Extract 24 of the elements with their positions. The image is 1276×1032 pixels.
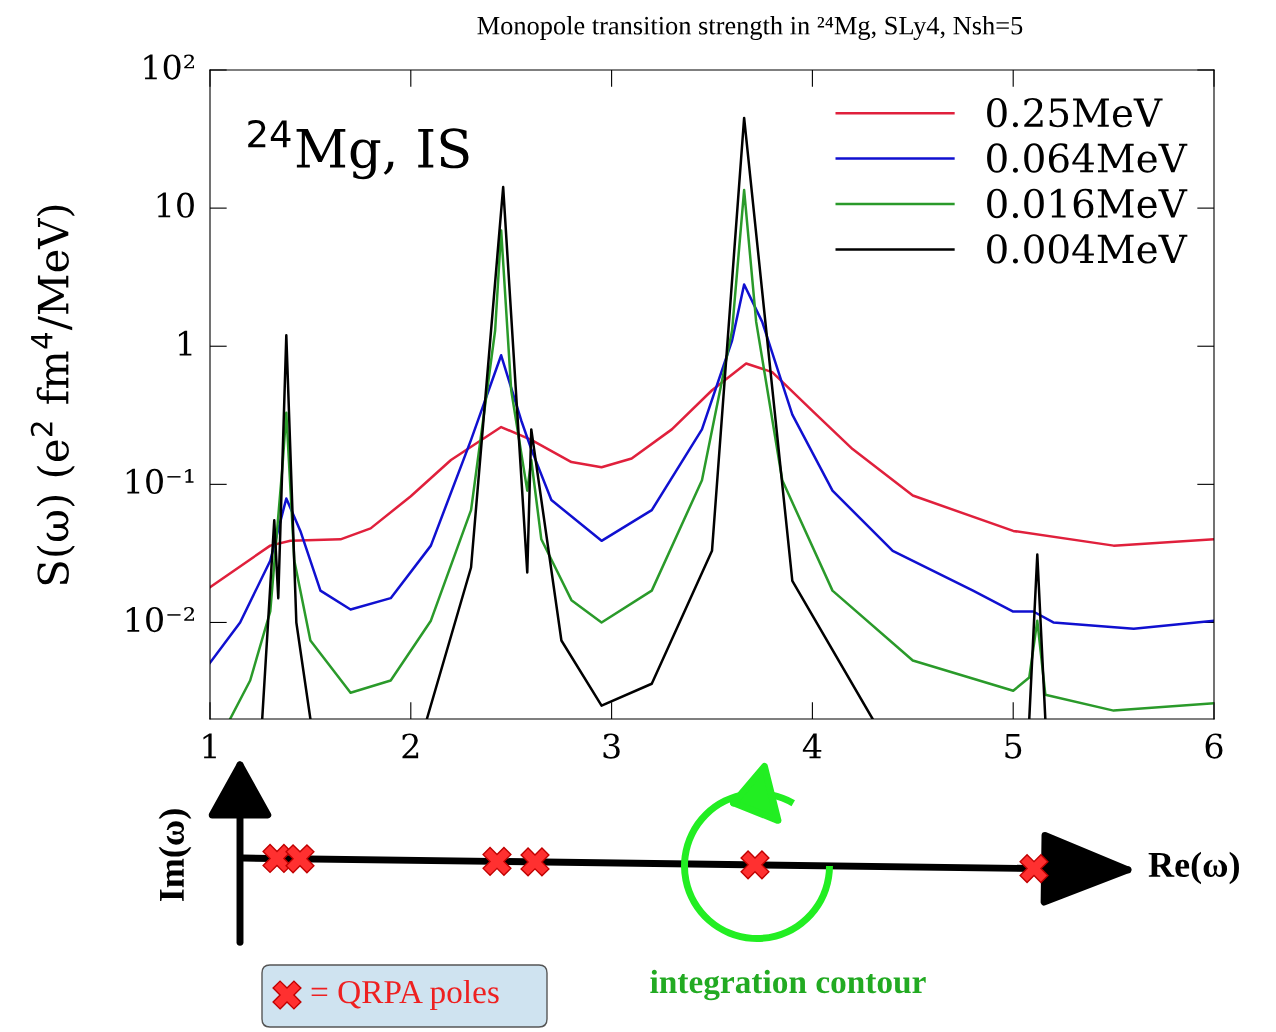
x-tick-label: 6 [1205,733,1223,759]
text: Re(ω) [1148,851,1239,885]
y-axis-title: S(ω) (e$^{2}$ fm$^{4}$/MeV) [30,205,75,585]
y-tick-label: 10⁻¹ [126,468,194,495]
x-tick-label: 4 [802,733,822,759]
legend-label: 0.25MeV [987,97,1163,128]
x-tick-label: 1 [203,733,216,759]
text: = QRPA poles [311,979,499,1011]
x-tick-label: 3 [603,733,620,759]
y-tick-label: 10² [144,54,195,80]
y-tick-label: 10⁻² [126,606,195,633]
legend-label: 0.004MeV [987,234,1188,264]
text: integration contour [650,969,926,1001]
x-tick-label: 5 [1005,733,1022,759]
x-tick-label: 2 [402,733,419,759]
legend-label: 0.064MeV [987,143,1188,173]
line-series [210,362,1214,589]
legend-label: 0.016MeV [987,188,1188,219]
line-series [210,283,1214,665]
chart-title: Monopole transition strength in ²⁴Mg, SLy4, Nsh=5 [477,16,1023,40]
annotation: $^{24}$Mg, IS [248,119,469,180]
y-tick-label: 10 [157,192,194,218]
text: Im(ω) [158,809,192,902]
y-tick-label: 1 [178,330,192,356]
